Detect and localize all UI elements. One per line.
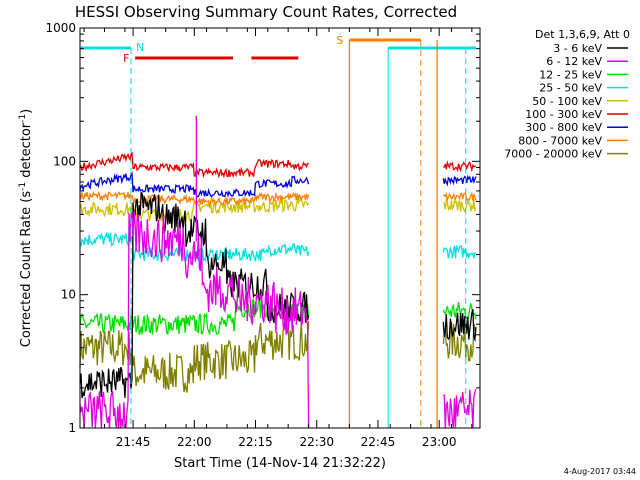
series-line (79, 321, 310, 393)
legend-label: 300 - 800 keV (525, 121, 602, 134)
plot-data (79, 115, 477, 429)
chart-title: HESSI Observing Summary Count Rates, Cor… (75, 3, 457, 21)
legend-label: 7000 - 20000 keV (504, 148, 602, 161)
legend-label: 6 - 12 keV (546, 55, 602, 68)
series-line (442, 245, 477, 260)
series-line (442, 174, 477, 187)
flag-n-label: N (136, 41, 144, 54)
x-tick-label: 22:00 (177, 435, 212, 449)
y-label-sup: -1 (18, 182, 28, 191)
series-line (442, 389, 477, 429)
x-tick-label: 23:00 (422, 435, 457, 449)
legend-label: 800 - 7000 keV (518, 134, 602, 147)
legend-label: 3 - 6 keV (553, 42, 602, 55)
series-line (442, 321, 477, 362)
series-line (79, 190, 310, 208)
y-tick-label: 10 (61, 288, 76, 302)
y-tick-label: 1 (68, 421, 76, 435)
y-label-part: ) (19, 109, 34, 114)
series-line (442, 191, 477, 203)
axes: 21:45 22:00 22:15 22:30 22:45 23:00 1 10 100 1000 (45, 21, 480, 449)
y-label-part: detector (19, 122, 34, 182)
x-tick-label: 22:45 (361, 435, 396, 449)
x-tick-label: 22:30 (299, 435, 334, 449)
y-tick-label: 1000 (45, 21, 76, 35)
flag-markers: NF S (80, 34, 476, 428)
series-line (79, 152, 309, 179)
x-axis-label: Start Time (14-Nov-14 21:32:22) (174, 456, 386, 471)
series-line (79, 211, 310, 429)
y-label-sup: -1 (18, 114, 28, 123)
legend-label: 100 - 300 keV (525, 108, 602, 121)
series-line (79, 171, 310, 198)
x-tick-label: 22:15 (238, 435, 273, 449)
legend-label: 50 - 100 keV (532, 95, 602, 108)
flag-s-label: S (336, 34, 343, 47)
y-axis-label: Corrected Count Rate (s-1 detector-1) (18, 109, 34, 347)
y-label-part: Corrected Count Rate (s (19, 191, 34, 348)
legend-title: Det 1,3,6,9, Att 0 (535, 28, 630, 41)
legend-label: 12 - 25 keV (539, 68, 602, 81)
series-line (442, 197, 477, 214)
plot-frame (79, 27, 481, 429)
y-tick-label: 100 (53, 154, 76, 168)
series-line (443, 160, 477, 173)
x-tick-label: 21:45 (116, 435, 151, 449)
series-line (442, 301, 477, 322)
legend-label: 25 - 50 keV (539, 82, 602, 95)
render-timestamp: 4-Aug-2017 03:44 (564, 467, 636, 476)
flag-f-label: F (123, 52, 129, 65)
series-line (442, 309, 477, 343)
